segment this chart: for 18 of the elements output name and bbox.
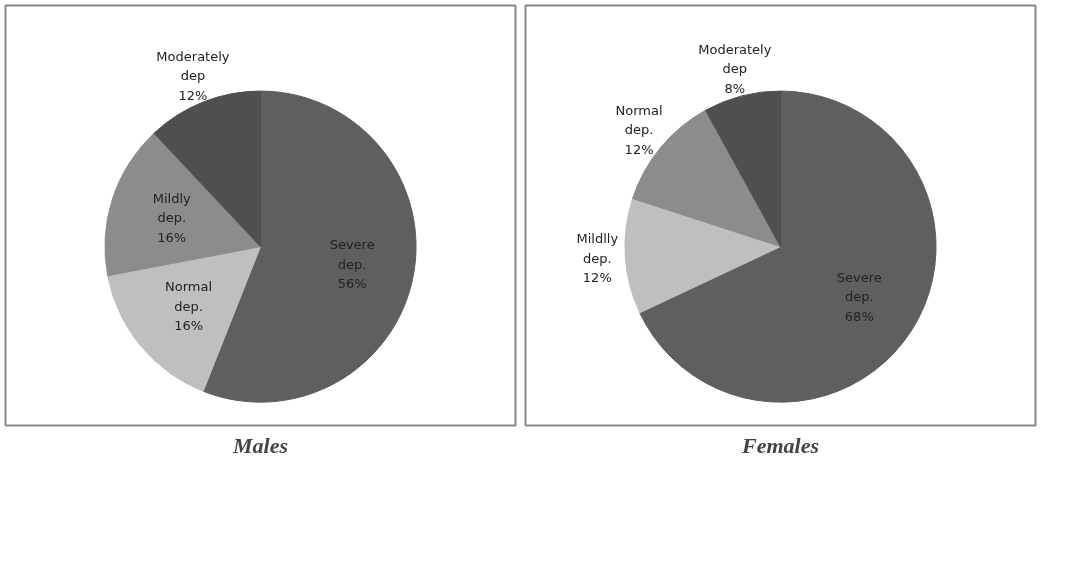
data-label: 12% <box>582 270 612 286</box>
data-label: 12% <box>624 141 654 157</box>
text: Males <box>232 432 288 458</box>
slice-label: Mildlly dep. <box>576 231 619 266</box>
slice-label: Normal dep. <box>615 102 663 138</box>
slice-label: Normal dep. <box>165 279 213 314</box>
data-label: 68% <box>844 308 874 324</box>
slice-label: Severe dep. <box>329 237 375 272</box>
data-label: 56% <box>337 276 367 292</box>
data-label: 8% <box>724 80 746 96</box>
slice-label: Moderately dep <box>156 48 230 84</box>
slice-label: Moderately dep <box>698 41 772 77</box>
data-label: 12% <box>178 87 208 103</box>
text: Females <box>741 432 820 458</box>
data-label: 16% <box>157 229 187 245</box>
data-label: 16% <box>174 318 204 334</box>
slice-label: Severe dep. <box>836 269 882 305</box>
slice-label: Mildly dep. <box>152 190 192 226</box>
